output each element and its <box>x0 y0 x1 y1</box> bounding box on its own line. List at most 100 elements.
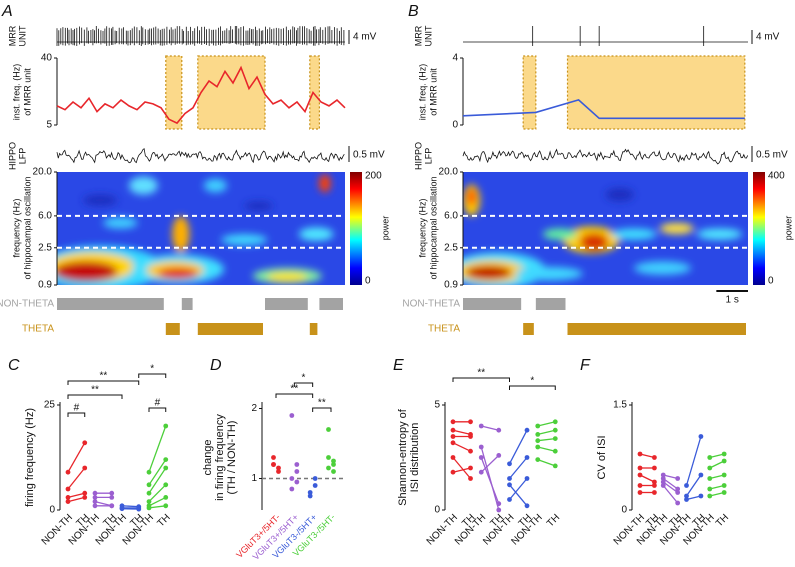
pair-line <box>67 467 86 490</box>
point <box>637 465 643 471</box>
theta-highlight <box>165 55 183 130</box>
point <box>721 458 727 464</box>
pair-line <box>67 442 86 473</box>
significance-bracket <box>67 380 140 385</box>
pair-line <box>662 477 679 490</box>
pair-line <box>709 474 725 480</box>
point <box>707 455 713 460</box>
point <box>331 469 336 474</box>
point <box>707 465 713 471</box>
significance-label: ** <box>91 385 99 396</box>
point <box>684 493 689 499</box>
point <box>675 500 681 506</box>
power-blob <box>157 268 199 280</box>
theta-highlight <box>309 55 320 130</box>
point <box>707 493 713 499</box>
point <box>92 495 98 500</box>
lfp-label: HIPPO <box>413 142 423 170</box>
y-tick-label: 1 <box>251 473 257 484</box>
y-axis-label: CV of ISI <box>596 435 608 479</box>
state-label: NON-THETA <box>402 299 460 310</box>
point <box>552 419 558 425</box>
point <box>707 486 713 492</box>
y-tick-label: 25 <box>44 400 56 411</box>
significance-bracket <box>293 382 314 387</box>
power-blob <box>605 187 634 202</box>
point <box>326 465 331 471</box>
point <box>684 497 689 502</box>
point <box>552 463 558 469</box>
pair-line <box>121 505 139 508</box>
blob-layer <box>463 184 743 285</box>
time-scale-label: 1 s <box>725 295 738 306</box>
power-blob <box>221 234 268 246</box>
point <box>684 483 689 488</box>
power-blob <box>542 228 578 240</box>
pair-line <box>509 457 528 479</box>
y-tick-label: 0 <box>49 505 55 516</box>
point <box>163 465 169 471</box>
colorbar-label: power <box>380 216 390 241</box>
point <box>119 506 125 512</box>
pair-line <box>94 500 112 507</box>
pair-line <box>662 485 679 504</box>
y-axis-label: of MRR unit <box>22 68 32 116</box>
point <box>450 434 456 439</box>
point <box>82 465 88 471</box>
significance-label: * <box>530 376 534 387</box>
pair-line <box>452 429 471 436</box>
power-blob <box>129 176 158 195</box>
unit-label: UNIT <box>17 25 27 46</box>
point <box>65 469 71 475</box>
y-tick-label: 5 <box>46 120 52 131</box>
point <box>450 427 456 433</box>
point <box>271 455 276 460</box>
point <box>331 462 336 467</box>
lfp-label: LFP <box>423 148 433 165</box>
y-axis-label: ISI distribution <box>409 423 421 493</box>
point <box>326 455 331 460</box>
point <box>507 497 512 502</box>
scale-label: 4 mV <box>756 32 780 43</box>
colorbar-tick-label: 200 <box>365 171 382 182</box>
x-tick-label: TH <box>714 512 731 529</box>
point <box>675 486 681 492</box>
point <box>468 434 473 439</box>
point <box>698 493 704 499</box>
y-tick-label: 0.9 <box>444 280 458 291</box>
power-blob <box>82 194 118 206</box>
point <box>496 507 502 513</box>
colorbar-label: power <box>783 216 793 241</box>
point <box>146 499 152 504</box>
panel-letter: D <box>210 357 222 374</box>
point <box>552 427 558 433</box>
pair-line <box>67 492 85 499</box>
power-blob <box>172 216 190 253</box>
y-tick-label: 20.0 <box>33 167 53 178</box>
pair-line <box>662 481 679 494</box>
point <box>65 486 71 492</box>
y-axis-label: of MRR unit <box>428 68 438 116</box>
y-axis-label: frequency (Hz) <box>417 198 427 257</box>
pair-line <box>148 425 167 473</box>
power-blob <box>57 261 118 282</box>
point <box>478 423 484 429</box>
point <box>450 455 456 460</box>
point <box>652 483 657 488</box>
point <box>65 499 71 504</box>
freq-line <box>462 99 745 120</box>
pair-line <box>537 458 556 467</box>
point <box>535 444 541 450</box>
point <box>524 503 530 509</box>
panel-letter: B <box>408 3 419 20</box>
pair-line <box>452 457 472 479</box>
point <box>721 472 727 478</box>
significance-bracket <box>509 385 556 390</box>
power-blob <box>267 272 308 282</box>
point <box>675 490 681 495</box>
point <box>276 465 281 471</box>
point <box>146 469 152 475</box>
pair-line <box>148 467 167 494</box>
panel-letter: A <box>1 3 13 20</box>
power-blob <box>467 187 476 206</box>
